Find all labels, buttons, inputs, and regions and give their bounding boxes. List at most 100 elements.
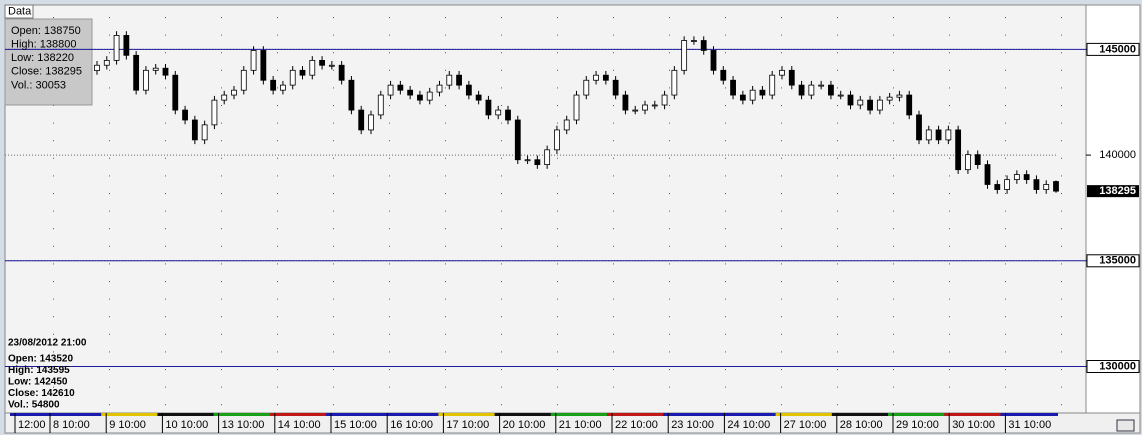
candle-body: [710, 50, 717, 71]
x-tick-label: 9 10:00: [109, 419, 146, 431]
grid-dot: [557, 34, 558, 36]
grid-dot: [501, 210, 502, 212]
grid-dot: [669, 245, 670, 247]
candle-body: [231, 89, 237, 96]
grid-dot: [669, 351, 670, 353]
grid-dot: [53, 316, 54, 318]
grid-dot: [445, 228, 446, 230]
grid-dot: [557, 404, 558, 406]
grid-dot: [53, 351, 54, 353]
grid-dot: [501, 69, 502, 71]
grid-dot: [557, 17, 558, 18]
level-label: 130000: [1099, 360, 1136, 372]
grid-dot: [781, 333, 782, 335]
grid-dot: [501, 52, 502, 54]
candle-body: [837, 94, 844, 97]
candle-body: [289, 69, 296, 86]
grid-dot: [1061, 140, 1062, 142]
corner-button[interactable]: [1116, 419, 1135, 432]
grid-dot: [389, 386, 390, 388]
data-tab[interactable]: [4, 4, 34, 19]
grid-dot: [669, 157, 670, 159]
grid-dot: [221, 105, 222, 106]
grid-dot: [333, 157, 334, 159]
grid-dot: [277, 140, 278, 142]
grid-dot: [221, 263, 222, 265]
grid-dot: [781, 105, 782, 106]
candle-body: [133, 54, 140, 91]
grid-dot: [613, 122, 614, 124]
candle-body: [328, 64, 335, 67]
grid-dot: [949, 228, 950, 230]
day-bar: [101, 413, 166, 416]
candle-body: [143, 69, 149, 91]
candle-body: [573, 94, 580, 121]
grid-dot: [445, 69, 446, 71]
grid-dot: [613, 369, 614, 370]
grid-dot: [893, 175, 894, 177]
grid-dot: [445, 17, 446, 18]
grid-dot: [445, 263, 446, 265]
grid-dot: [389, 17, 390, 18]
grid-dot: [781, 263, 782, 265]
grid-dot: [949, 333, 950, 335]
grid-dot: [165, 175, 166, 177]
grid-dot: [501, 193, 502, 194]
x-tick-label: 27 10:00: [784, 419, 827, 431]
level-label-box: [1086, 359, 1140, 373]
grid-dot: [277, 281, 278, 282]
grid-dot: [501, 369, 502, 370]
dot-grid: [53, 17, 1062, 406]
grid-dot: [837, 404, 838, 406]
grid-dot: [221, 193, 222, 194]
grid-dot: [557, 69, 558, 71]
grid-dot: [557, 369, 558, 370]
grid-dot: [221, 281, 222, 282]
grid-dot: [221, 175, 222, 177]
grid-dot: [893, 87, 894, 89]
grid-dot: [333, 316, 334, 318]
grid-dot: [725, 34, 726, 36]
grid-dot: [669, 228, 670, 230]
grid-dot: [109, 175, 110, 177]
grid-dot: [725, 386, 726, 388]
grid-dot: [949, 281, 950, 282]
grid-dot: [221, 140, 222, 142]
grid-dot: [557, 52, 558, 54]
grid-dot: [837, 69, 838, 71]
grid-dot: [445, 245, 446, 247]
grid-dot: [221, 87, 222, 89]
grid-dot: [221, 386, 222, 388]
grid-dot: [221, 122, 222, 124]
grid-dot: [1005, 386, 1006, 388]
grid-dot: [277, 34, 278, 36]
candle-body: [397, 84, 404, 91]
grid-dot: [389, 263, 390, 265]
grid-dot: [109, 34, 110, 36]
grid-dot: [221, 333, 222, 335]
grid-dot: [893, 263, 894, 265]
candle-body: [691, 40, 697, 42]
day-bar: [45, 413, 110, 416]
grid-dot: [1061, 52, 1062, 54]
current-price: 138295: [1099, 185, 1136, 197]
grid-dot: [893, 333, 894, 335]
grid-dot: [669, 140, 670, 142]
grid-dot: [109, 17, 110, 18]
candle-body: [407, 89, 414, 96]
grid-dot: [333, 298, 334, 300]
grid-dot: [613, 105, 614, 106]
grid-dot: [445, 140, 446, 142]
grid-dot: [1005, 298, 1006, 300]
grid-dot: [333, 386, 334, 388]
grid-dot: [165, 281, 166, 282]
candle-body: [270, 79, 277, 91]
grid-dot: [837, 316, 838, 318]
day-bar: [326, 413, 391, 416]
candle-body: [446, 74, 453, 86]
candle-body: [485, 99, 492, 116]
grid-dot: [501, 228, 502, 230]
grid-dot: [333, 193, 334, 194]
grid-dot: [53, 404, 54, 406]
candle-body: [417, 94, 423, 101]
